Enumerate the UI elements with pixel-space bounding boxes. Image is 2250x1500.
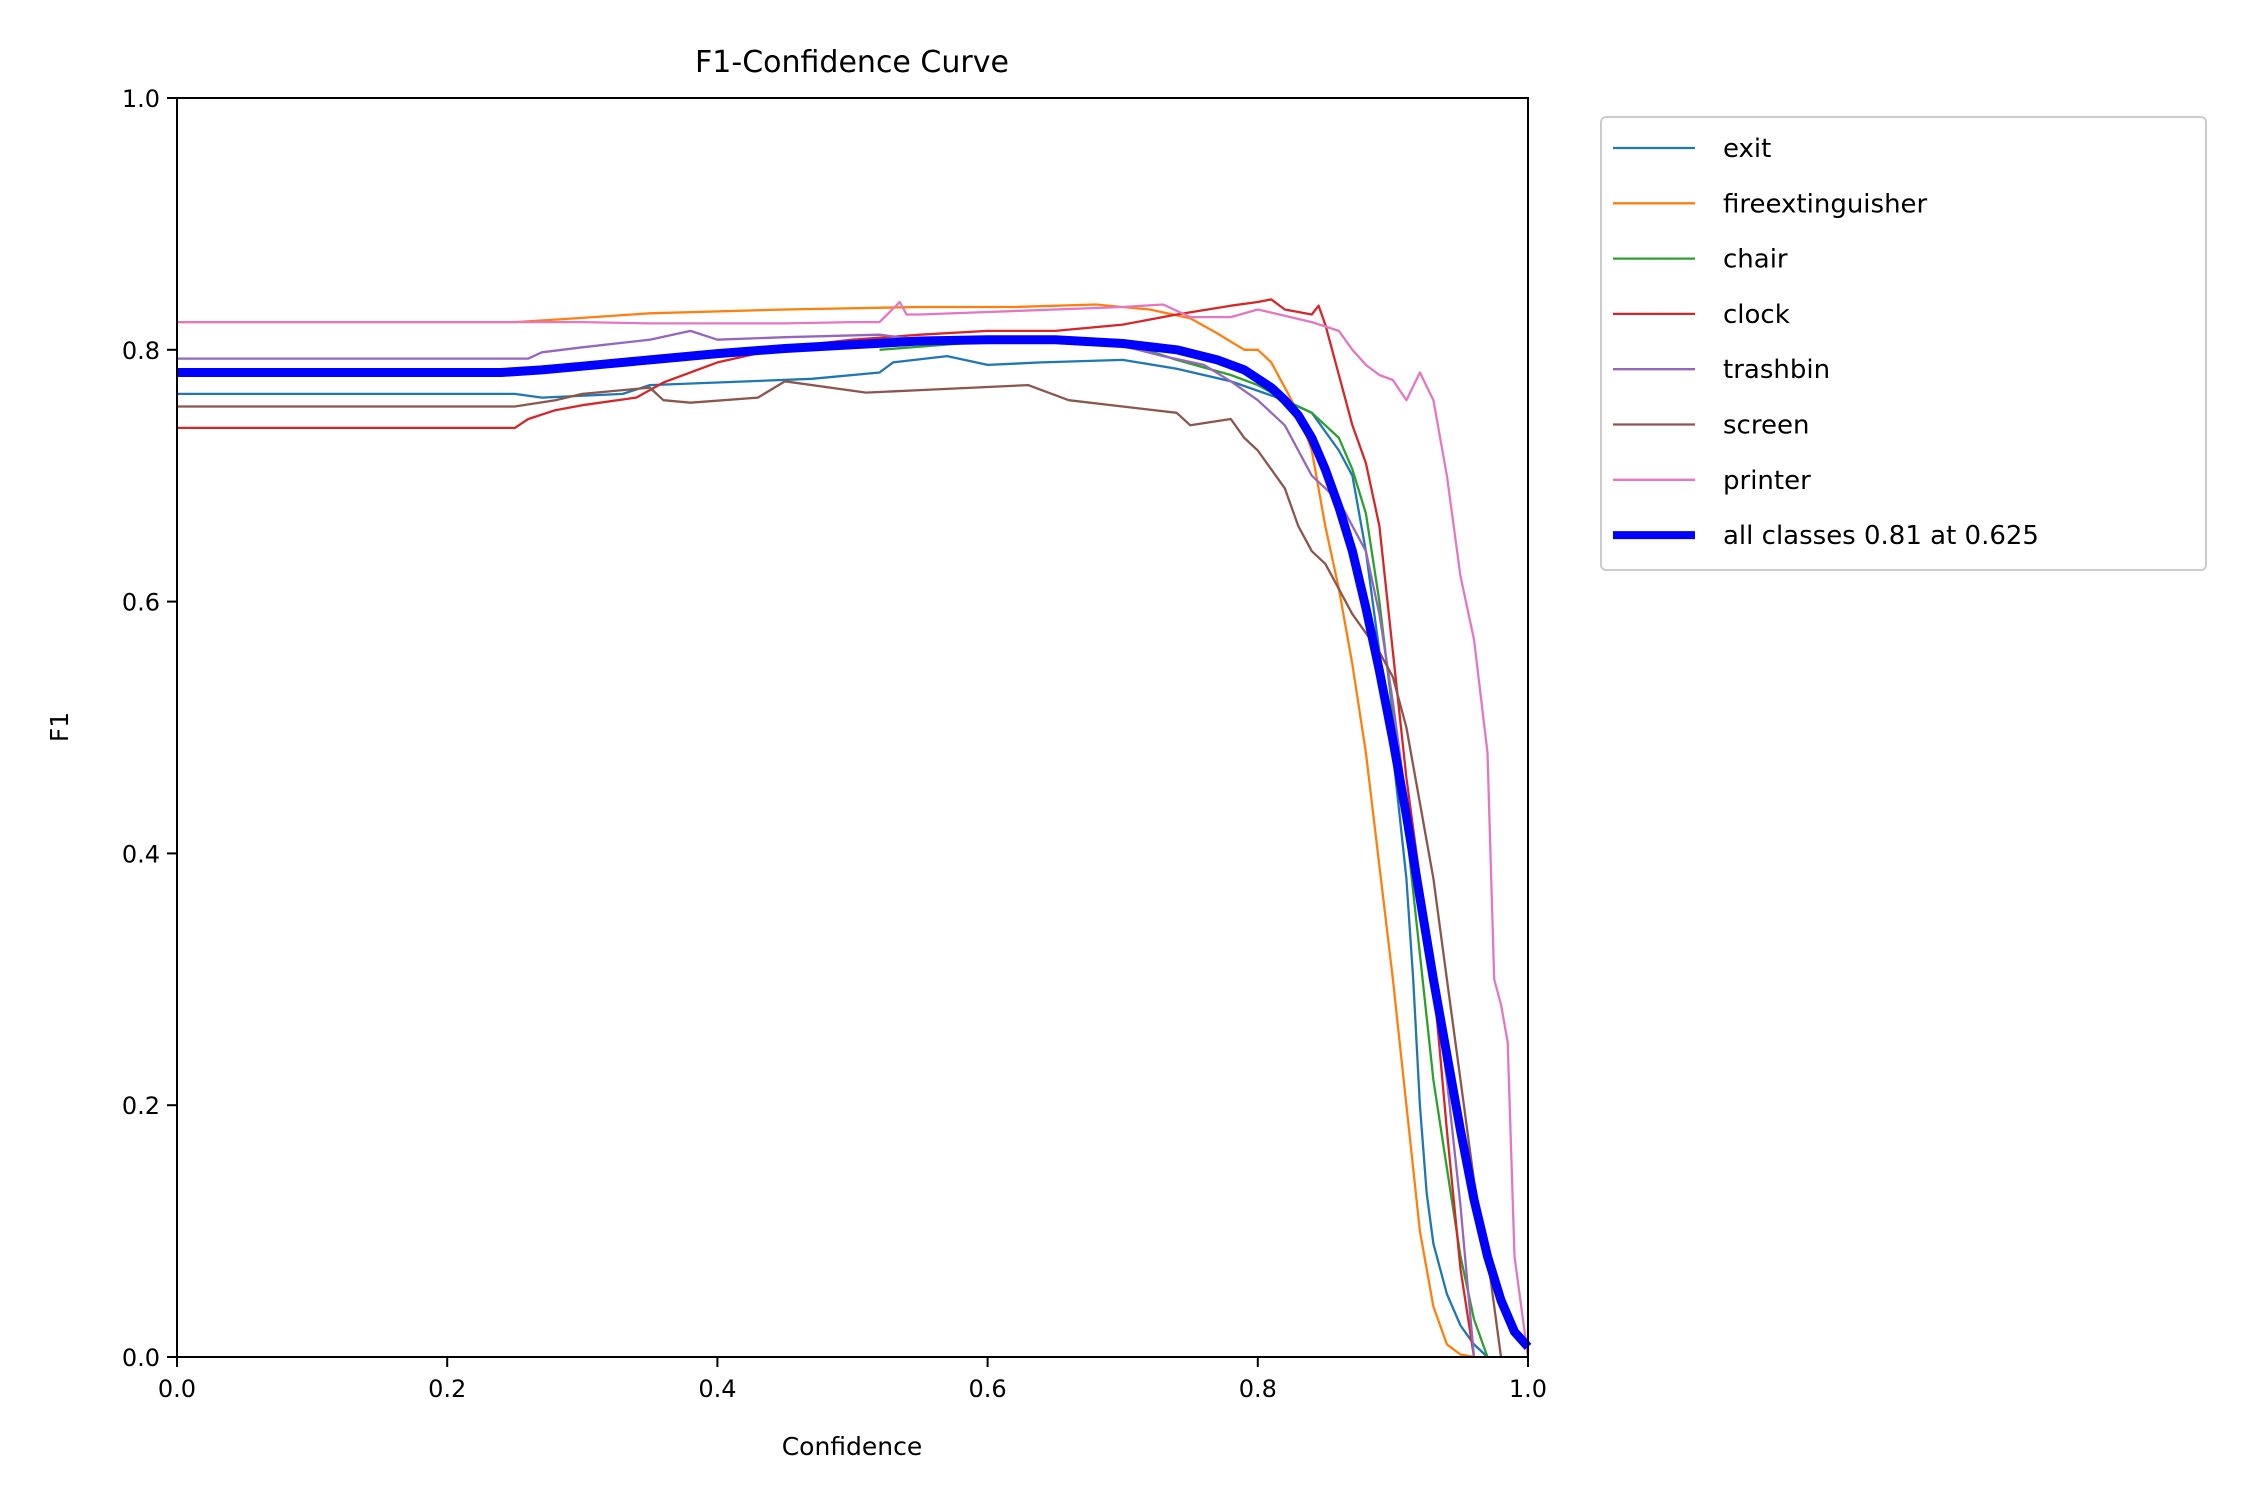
legend-label: trashbin xyxy=(1723,355,1830,385)
x-tick-label: 0.4 xyxy=(698,1375,736,1403)
legend-item-printer: printer xyxy=(1613,466,1811,496)
legend: exit fireextinguisher chair clock trashbin sc… xyxy=(1600,116,2207,571)
x-axis-ticks: 0.0 0.2 0.4 0.6 0.8 1.0 xyxy=(158,1357,1547,1403)
y-axis-label: F1 xyxy=(45,712,74,742)
legend-label: printer xyxy=(1723,466,1811,496)
axes-frame xyxy=(176,97,1529,1358)
x-tick-label: 1.0 xyxy=(1509,1375,1547,1403)
x-tick-label: 0.8 xyxy=(1239,1375,1277,1403)
y-tick-label: 0.8 xyxy=(122,337,160,365)
series-line-all-classes-0-81-at-0-625 xyxy=(177,335,1532,1350)
legend-item-screen: screen xyxy=(1613,411,1809,441)
legend-label: clock xyxy=(1723,300,1790,330)
series-line-clock xyxy=(177,298,1476,1358)
y-axis-ticks: 0.0 0.2 0.4 0.6 0.8 1.0 xyxy=(122,85,177,1372)
legend-label: fireextinguisher xyxy=(1723,189,1928,219)
x-tick-label: 0.6 xyxy=(969,1375,1007,1403)
y-tick-label: 0.4 xyxy=(122,840,160,868)
legend-item-exit: exit xyxy=(1613,134,1771,164)
plot-area xyxy=(176,97,1532,1359)
legend-item-trashbin: trashbin xyxy=(1613,355,1830,385)
chart-title: F1-Confidence Curve xyxy=(695,45,1009,80)
y-tick-label: 0.0 xyxy=(122,1344,160,1372)
x-tick-label: 0.2 xyxy=(428,1375,466,1403)
y-tick-label: 0.2 xyxy=(122,1092,160,1120)
legend-label: all classes 0.81 at 0.625 xyxy=(1723,521,2039,551)
y-tick-label: 1.0 xyxy=(122,85,160,113)
y-tick-label: 0.6 xyxy=(122,589,160,617)
legend-box xyxy=(1600,116,2207,571)
series-layer xyxy=(177,298,1532,1359)
legend-items: exit fireextinguisher chair clock trashbin sc… xyxy=(1613,134,2039,551)
legend-label: exit xyxy=(1723,134,1771,164)
legend-label: chair xyxy=(1723,245,1788,275)
legend-label: screen xyxy=(1723,411,1809,441)
legend-item-all-classes-0-81-at-0-625: all classes 0.81 at 0.625 xyxy=(1613,521,2039,551)
series-line-printer xyxy=(177,300,1530,1358)
legend-item-fireextinguisher: fireextinguisher xyxy=(1613,189,1928,219)
series-line-screen xyxy=(177,380,1503,1358)
x-axis-label: Confidence xyxy=(782,1432,923,1461)
series-line-fireextinguisher xyxy=(177,303,1475,1359)
x-tick-label: 0.0 xyxy=(158,1375,196,1403)
legend-item-chair: chair xyxy=(1613,245,1788,275)
legend-item-clock: clock xyxy=(1613,300,1790,330)
